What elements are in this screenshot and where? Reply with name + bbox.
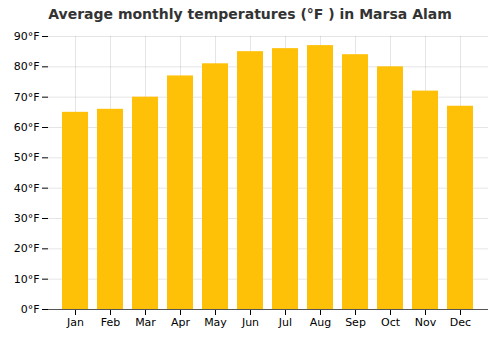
svg-text:May: May <box>204 316 227 329</box>
svg-text:10°F: 10°F <box>14 273 40 286</box>
svg-text:90°F: 90°F <box>14 30 40 43</box>
svg-text:70°F: 70°F <box>14 91 40 104</box>
html-text:Average monthly temperatures (: Average monthly temperatures (°F ) in Ma… <box>48 6 452 22</box>
svg-text:Nov: Nov <box>415 316 437 329</box>
svg-text:50°F: 50°F <box>14 151 40 164</box>
svg-text:Feb: Feb <box>101 316 120 329</box>
svg-text:40°F: 40°F <box>14 182 40 195</box>
svg-text:Jan: Jan <box>66 316 84 329</box>
svg-text:30°F: 30°F <box>14 212 40 225</box>
svg-text:Dec: Dec <box>450 316 471 329</box>
svg-text:60°F: 60°F <box>14 121 40 134</box>
svg-text:Mar: Mar <box>135 316 156 329</box>
svg-text:Sep: Sep <box>345 316 366 329</box>
svg-text:0°F: 0°F <box>21 303 40 316</box>
svg-text:Jun: Jun <box>241 316 259 329</box>
svg-text:20°F: 20°F <box>14 242 40 255</box>
svg-text:Aug: Aug <box>310 316 331 329</box>
svg-text:80°F: 80°F <box>14 60 40 73</box>
svg-text:Apr: Apr <box>171 316 191 329</box>
svg-text:Oct: Oct <box>381 316 401 329</box>
svg-text:Jul: Jul <box>278 316 292 329</box>
